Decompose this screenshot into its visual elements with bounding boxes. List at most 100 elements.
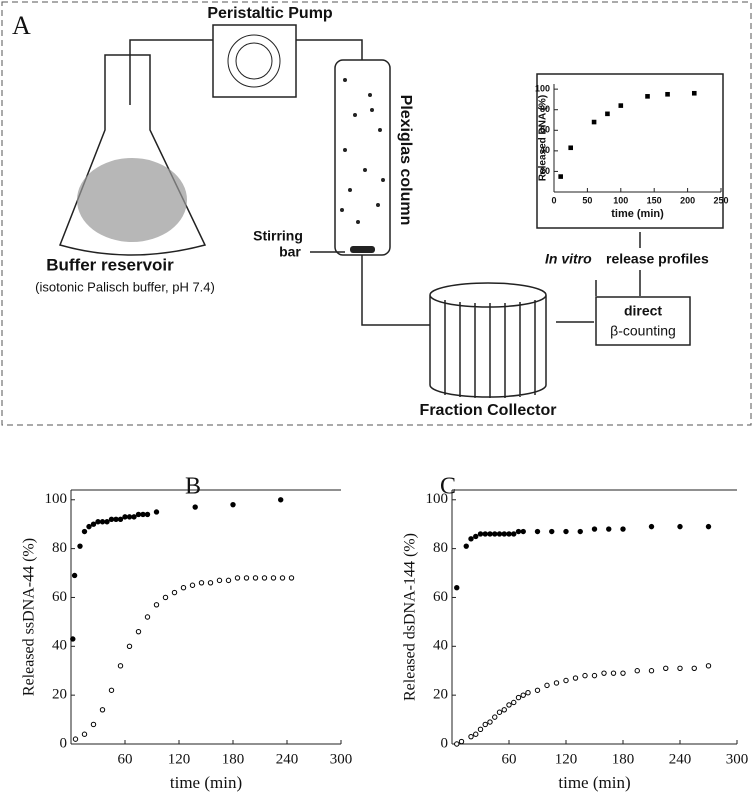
y-tick-label: 100 — [535, 84, 550, 94]
x-axis-label: time (min) — [558, 773, 630, 792]
x-tick-label: 200 — [680, 195, 695, 205]
data-point — [108, 687, 115, 693]
data-point — [496, 531, 503, 537]
data-point — [691, 90, 697, 96]
data-point — [86, 523, 92, 530]
data-point — [153, 509, 160, 515]
data-point — [463, 543, 469, 549]
data-point — [506, 531, 512, 537]
data-point — [620, 670, 626, 676]
data-point — [261, 575, 268, 581]
panel-border — [1, 1, 752, 426]
data-point — [520, 692, 526, 698]
column — [334, 59, 391, 256]
data-point — [691, 665, 697, 671]
x-tick-label: 240 — [669, 751, 692, 767]
x-tick-label: 60 — [502, 751, 517, 767]
x-tick-label: 250 — [713, 195, 728, 205]
y-tick-label: 80 — [433, 540, 448, 556]
data-point — [70, 636, 76, 642]
data-point — [90, 521, 97, 527]
pump-rollers — [227, 34, 281, 88]
data-point — [618, 103, 624, 108]
data-point — [705, 523, 712, 530]
data-point — [135, 511, 142, 518]
column-beads — [340, 78, 385, 224]
y-tick-label: 20 — [433, 687, 448, 703]
data-point — [171, 589, 178, 596]
data-point — [610, 670, 617, 676]
reservoir-label: Buffer reservoir — [46, 255, 174, 274]
data-point — [605, 111, 610, 117]
data-point — [511, 699, 517, 706]
data-point — [117, 516, 124, 523]
column-label: Plexiglas column — [397, 95, 414, 226]
data-point — [677, 523, 683, 530]
inset-box — [536, 73, 724, 229]
data-point — [104, 519, 110, 525]
stirring-label: Stirring — [253, 228, 303, 244]
x-axis-label: time (min) — [611, 208, 664, 220]
data-point — [648, 523, 655, 530]
data-point — [549, 528, 555, 535]
data-point — [492, 531, 498, 537]
buffer-note: (isotonic Palisch buffer, pH 7.4) — [35, 279, 215, 294]
data-point — [131, 514, 137, 520]
data-point — [99, 519, 106, 525]
x-tick-label: 300 — [330, 751, 353, 767]
x-tick-label: 180 — [222, 751, 245, 767]
counting-label: direct — [624, 303, 662, 319]
x-tick-label: 0 — [551, 195, 556, 205]
data-point — [144, 511, 151, 518]
data-point — [591, 526, 598, 532]
data-point — [606, 526, 612, 532]
data-point — [77, 543, 83, 549]
data-point — [198, 580, 205, 586]
profiles-label: In vitro — [545, 251, 592, 267]
data-point — [81, 528, 88, 535]
y-tick-label: 80 — [52, 540, 67, 556]
arrows — [556, 232, 641, 323]
data-point — [591, 119, 597, 125]
tubing — [129, 39, 430, 326]
data-point — [473, 533, 479, 540]
y-tick-label: 60 — [540, 125, 550, 135]
y-axis-label: Released ssDNA-44 (%) — [21, 538, 38, 696]
data-point — [126, 643, 133, 650]
x-axis-label: time (min) — [170, 773, 242, 792]
stirring-label: bar — [279, 244, 301, 260]
data-point — [468, 536, 474, 542]
data-point — [568, 145, 574, 151]
flask — [59, 54, 207, 256]
data-point — [677, 665, 683, 671]
data-point — [525, 690, 531, 696]
data-point — [72, 736, 79, 742]
data-point — [473, 731, 479, 737]
data-point — [468, 733, 474, 740]
y-tick-label: 40 — [433, 638, 448, 654]
data-point — [279, 575, 286, 581]
y-tick-label: 20 — [52, 687, 67, 703]
data-point — [230, 501, 236, 508]
data-point — [192, 504, 198, 510]
data-point — [534, 687, 541, 693]
data-point — [135, 628, 142, 635]
x-tick-label: 180 — [612, 751, 635, 767]
stirring-bar — [350, 246, 375, 253]
data-point — [99, 707, 106, 713]
x-tick-label: 50 — [582, 195, 592, 205]
data-point — [663, 665, 669, 671]
counting-label: β-counting — [610, 323, 676, 339]
data-point — [534, 528, 541, 535]
data-point — [153, 602, 160, 608]
data-point — [252, 575, 259, 581]
x-tick-label: 100 — [613, 195, 628, 205]
data-point — [477, 531, 484, 537]
data-point — [234, 575, 241, 581]
data-point — [113, 516, 119, 523]
pump-label: Peristaltic Pump — [207, 5, 333, 22]
data-point — [496, 709, 503, 715]
data-point — [648, 668, 655, 674]
data-point — [487, 531, 493, 537]
